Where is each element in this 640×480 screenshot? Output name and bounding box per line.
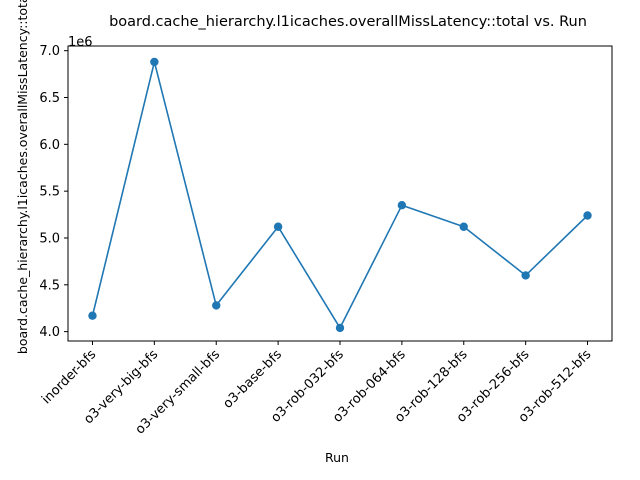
y-offset-label: 1e6 [68,35,93,50]
y-tick-label: 5.5 [39,185,60,200]
data-point [398,201,406,209]
data-point [460,223,468,231]
data-point [212,301,220,309]
data-point [88,312,96,320]
data-point [150,58,158,66]
data-point [521,271,529,279]
y-tick-label: 4.5 [39,278,60,293]
y-tick-label: 5.0 [39,231,60,246]
data-point [274,223,282,231]
y-tick-label: 7.0 [39,44,60,59]
y-axis-label: board.cache_hierarchy.l1icaches.overallM… [15,0,30,354]
y-tick-label: 6.5 [39,91,60,106]
x-axis-label: Run [325,450,349,465]
y-tick-label: 4.0 [39,325,60,340]
data-point [336,324,344,332]
chart-title: board.cache_hierarchy.l1icaches.overallM… [109,14,587,30]
data-point [583,211,591,219]
y-tick-label: 6.0 [39,138,60,153]
